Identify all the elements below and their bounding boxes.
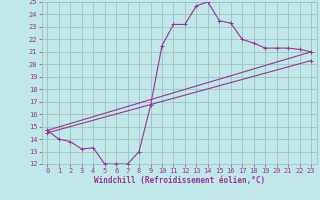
X-axis label: Windchill (Refroidissement éolien,°C): Windchill (Refroidissement éolien,°C) [94,176,265,185]
